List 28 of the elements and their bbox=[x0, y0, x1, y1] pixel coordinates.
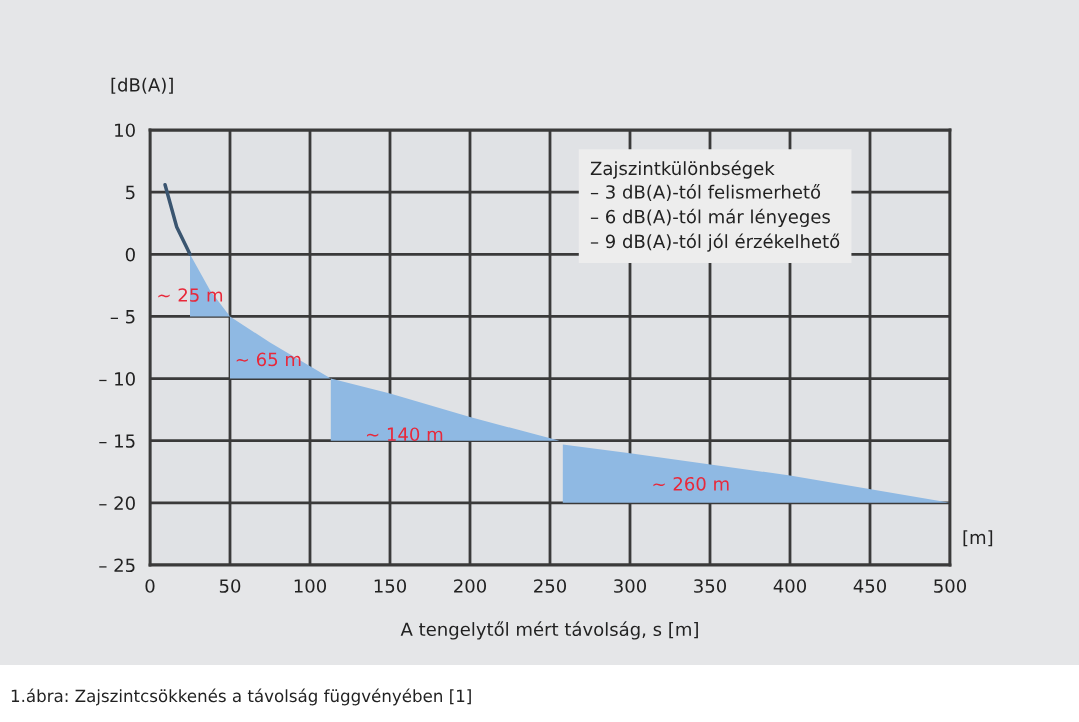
y-axis-title: [dB(A)] bbox=[111, 77, 173, 94]
text: 1.ábra: Zajszintcsökkenés a távolság függvényében [1] bbox=[11, 688, 471, 706]
x-tick-label: 50 bbox=[219, 579, 241, 593]
x-tick-label: 100 bbox=[294, 579, 327, 593]
y-tick-label: 0 bbox=[125, 247, 135, 262]
x-tick-label: 350 bbox=[694, 579, 727, 593]
annotation: ~ 65 m bbox=[236, 352, 301, 367]
y-tick-label: – 20 bbox=[99, 496, 135, 510]
x-tick-label: 450 bbox=[853, 579, 887, 593]
x-tick-label: 400 bbox=[773, 579, 807, 593]
y-tick-label: 5 bbox=[126, 185, 135, 200]
annotation: ~ 140 m bbox=[366, 427, 443, 442]
x-tick-label: 0 bbox=[145, 579, 155, 593]
x-tick-label: 150 bbox=[374, 579, 407, 593]
x-tick-label: 500 bbox=[934, 579, 967, 593]
annotation: ~ 260 m bbox=[653, 476, 729, 491]
y-tick-label: – 5 bbox=[110, 310, 135, 324]
x-axis-title: A tengelytől mért távolság, s [m] bbox=[400, 621, 698, 640]
y-tick-label: 10 bbox=[115, 123, 135, 138]
x-tick-label: 200 bbox=[454, 579, 487, 593]
text: [m] bbox=[963, 530, 993, 547]
x-tick-label: 300 bbox=[614, 579, 647, 593]
y-tick-label: – 15 bbox=[99, 434, 135, 448]
annotation: ~ 25 m bbox=[158, 288, 223, 302]
x-tick-label: 250 bbox=[534, 579, 567, 593]
y-tick-label: – 10 bbox=[99, 372, 135, 386]
y-tick-label: – 25 bbox=[99, 558, 135, 573]
annotation: Zajszintkülönbségek – 3 dB(A)-tól felismerhető – 6 dB(A)-tól már lényeges – 9 dB(A)-tól jól érzékelhető bbox=[590, 160, 840, 252]
